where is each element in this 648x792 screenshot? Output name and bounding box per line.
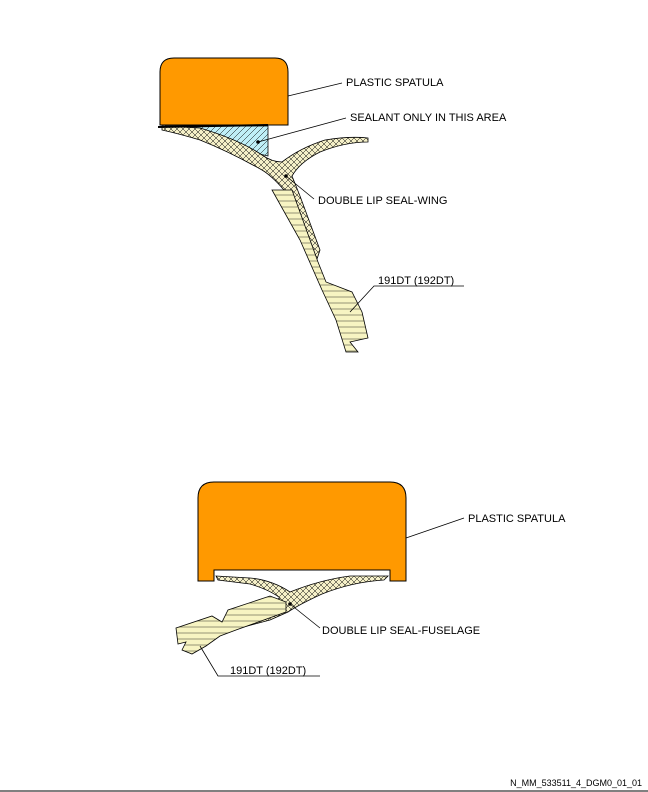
top-part-leader [349, 285, 464, 313]
top-spatula-shape [159, 57, 289, 126]
top-sealant-label: SEALANT ONLY IN THIS AREA [350, 112, 507, 124]
bottom-spatula-shape [197, 481, 407, 582]
bottom-seal-leader [289, 603, 321, 629]
top-part-shape [271, 189, 369, 353]
bottom-seal-dot [288, 602, 292, 606]
top-spatula-leader [287, 82, 343, 97]
bottom-part-shape [175, 595, 287, 655]
top-seal-dot [284, 174, 288, 178]
bottom-diagram: PLASTIC SPATULA DOUBLE LIP SEAL-FUSELAGE… [175, 481, 566, 677]
top-sealant-dot [256, 140, 260, 144]
top-sealant-leader [257, 117, 347, 143]
top-seal-leader [285, 175, 315, 200]
bottom-spatula-leader [405, 517, 465, 539]
bottom-part-label: 191DT (192DT) [230, 665, 306, 677]
top-part-label: 191DT (192DT) [378, 275, 454, 287]
top-diagram: PLASTIC SPATULA SEALANT ONLY IN THIS ARE… [157, 57, 507, 353]
bottom-part-leader [199, 645, 320, 677]
figure-reference: N_MM_533511_4_DGM0_01_01 [510, 778, 642, 788]
top-spatula-label: PLASTIC SPATULA [346, 77, 444, 89]
top-seal-label: DOUBLE LIP SEAL-WING [318, 195, 447, 207]
top-seal-edge [157, 124, 269, 128]
bottom-spatula-label: PLASTIC SPATULA [468, 513, 566, 525]
top-seal-shape [161, 125, 369, 264]
bottom-seal-label: DOUBLE LIP SEAL-FUSELAGE [322, 625, 480, 637]
